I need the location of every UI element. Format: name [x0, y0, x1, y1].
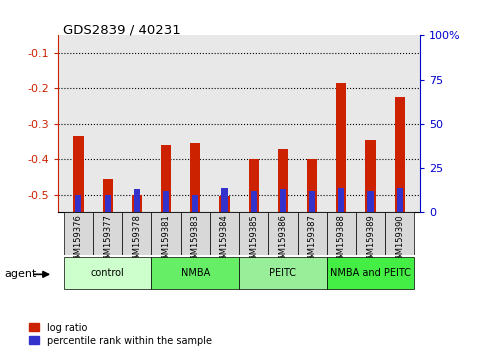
- Text: NMBA: NMBA: [181, 268, 210, 278]
- Bar: [278, 149, 288, 212]
- Bar: [366, 140, 376, 212]
- Bar: [73, 136, 84, 212]
- Text: GSM159383: GSM159383: [191, 215, 200, 266]
- Bar: [102, 179, 113, 212]
- FancyBboxPatch shape: [356, 212, 385, 255]
- Text: NMBA and PEITC: NMBA and PEITC: [330, 268, 411, 278]
- Bar: [395, 97, 405, 212]
- Bar: [134, 189, 140, 212]
- Bar: [251, 191, 257, 212]
- Bar: [219, 196, 229, 212]
- Text: PEITC: PEITC: [270, 268, 297, 278]
- FancyBboxPatch shape: [268, 212, 298, 255]
- FancyBboxPatch shape: [210, 212, 239, 255]
- FancyBboxPatch shape: [327, 257, 414, 289]
- Bar: [192, 195, 199, 212]
- FancyBboxPatch shape: [385, 212, 414, 255]
- Bar: [75, 195, 82, 212]
- Bar: [161, 145, 171, 212]
- Text: agent: agent: [5, 269, 37, 279]
- FancyBboxPatch shape: [64, 257, 152, 289]
- FancyBboxPatch shape: [239, 257, 327, 289]
- FancyBboxPatch shape: [298, 212, 327, 255]
- Bar: [368, 191, 374, 212]
- Text: GSM159381: GSM159381: [161, 215, 170, 265]
- Bar: [249, 159, 259, 212]
- Text: control: control: [91, 268, 125, 278]
- Bar: [132, 195, 142, 212]
- FancyBboxPatch shape: [64, 212, 93, 255]
- Text: GSM159377: GSM159377: [103, 215, 112, 266]
- Text: GSM159386: GSM159386: [278, 215, 287, 266]
- Text: GSM159389: GSM159389: [366, 215, 375, 265]
- Text: GSM159384: GSM159384: [220, 215, 229, 265]
- FancyBboxPatch shape: [181, 212, 210, 255]
- FancyBboxPatch shape: [152, 212, 181, 255]
- FancyBboxPatch shape: [152, 257, 239, 289]
- Bar: [280, 189, 286, 212]
- FancyBboxPatch shape: [327, 212, 356, 255]
- Bar: [190, 143, 200, 212]
- FancyBboxPatch shape: [239, 212, 268, 255]
- Text: GSM159385: GSM159385: [249, 215, 258, 265]
- Bar: [397, 188, 403, 212]
- Text: GSM159390: GSM159390: [395, 215, 404, 265]
- Bar: [221, 188, 227, 212]
- Text: GSM159387: GSM159387: [308, 215, 317, 266]
- Text: GDS2839 / 40231: GDS2839 / 40231: [63, 23, 181, 36]
- Bar: [307, 159, 317, 212]
- Bar: [336, 83, 346, 212]
- Legend: log ratio, percentile rank within the sample: log ratio, percentile rank within the sa…: [29, 323, 212, 346]
- Bar: [309, 191, 315, 212]
- Bar: [104, 195, 111, 212]
- Text: GSM159378: GSM159378: [132, 215, 142, 266]
- Text: GSM159388: GSM159388: [337, 215, 346, 266]
- Bar: [338, 188, 344, 212]
- Bar: [163, 191, 169, 212]
- FancyBboxPatch shape: [93, 212, 122, 255]
- Text: GSM159376: GSM159376: [74, 215, 83, 266]
- FancyBboxPatch shape: [122, 212, 152, 255]
